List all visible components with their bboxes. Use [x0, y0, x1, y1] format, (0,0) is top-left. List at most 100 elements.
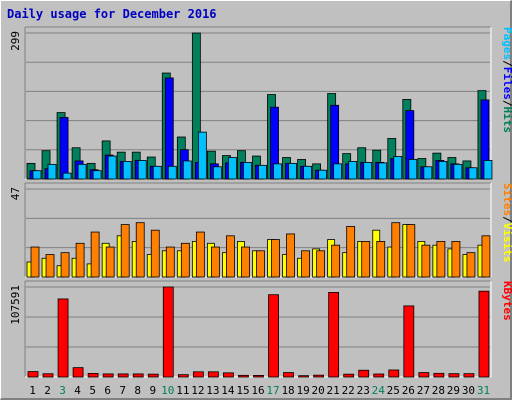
x-tick-label: 8: [134, 384, 141, 397]
legend-separator: /: [501, 60, 512, 67]
bar-kbytes: [147, 373, 159, 378]
bar-pages: [468, 167, 478, 180]
bar-pages: [77, 163, 87, 180]
bar-kbytes: [27, 371, 39, 378]
bar-sites: [120, 224, 130, 278]
legend: KBytes: [501, 281, 512, 321]
bar-kbytes: [313, 374, 325, 378]
x-tick-label: 19: [296, 384, 309, 397]
bar-sites: [451, 241, 461, 278]
bar-pages: [438, 161, 448, 180]
bar-pages: [288, 162, 297, 180]
x-tick-label: 31: [477, 384, 490, 397]
bar-kbytes: [448, 373, 460, 378]
legend-pages: Pages: [501, 27, 512, 60]
x-tick-label: 22: [342, 384, 355, 397]
bar-pages: [212, 166, 222, 180]
x-tick-label: 13: [206, 384, 219, 397]
legend: Sites/Visits: [501, 183, 512, 263]
bar-kbytes: [268, 294, 279, 378]
x-tick-label: 29: [447, 384, 460, 397]
legend-sites: Sites: [501, 183, 512, 216]
bar-pages: [152, 165, 162, 180]
bar-sites: [135, 222, 145, 278]
x-tick-label: 3: [59, 384, 66, 397]
bar-kbytes: [87, 373, 99, 378]
x-tick-label: 24: [372, 384, 386, 397]
bar-kbytes: [433, 372, 445, 378]
x-tick-label: 27: [417, 384, 430, 397]
y-max-label: 299: [9, 31, 22, 51]
bar-pages: [333, 163, 343, 180]
x-tick-label: 17: [266, 384, 279, 397]
bar-pages: [137, 160, 147, 180]
x-tick-label: 1: [29, 384, 36, 397]
chart-title: Daily usage for December 2016: [7, 7, 217, 21]
bar-sites: [180, 242, 190, 278]
bar-kbytes: [177, 374, 189, 378]
bar-kbytes: [102, 373, 114, 378]
bar-files: [59, 117, 69, 180]
bar-pages: [32, 170, 42, 180]
bar-kbytes: [343, 373, 355, 378]
bar-kbytes: [418, 372, 430, 378]
bar-sites: [256, 250, 265, 278]
bar-sites: [361, 241, 371, 278]
bar-kbytes: [42, 373, 54, 378]
bar-sites: [406, 224, 416, 278]
bar-sites: [376, 241, 386, 278]
x-tick-label: 5: [89, 384, 96, 397]
x-tick-label: 18: [281, 384, 294, 397]
bar-kbytes: [162, 286, 174, 378]
legend: Pages/Files/Hits: [501, 27, 512, 133]
bar-kbytes: [283, 372, 294, 378]
bar-pages: [197, 131, 207, 180]
x-tick-label: 16: [251, 384, 264, 397]
x-tick-label: 11: [176, 384, 189, 397]
bar-pages: [258, 164, 267, 180]
y-max-label: 47: [9, 187, 22, 200]
bar-sites: [421, 244, 431, 278]
x-tick-label: 23: [357, 384, 370, 397]
bar-sites: [346, 226, 356, 278]
bar-pages: [107, 155, 117, 180]
bar-pages: [348, 161, 358, 180]
x-tick-label: 30: [462, 384, 475, 397]
bar-sites: [90, 231, 100, 278]
bar-kbytes: [57, 298, 69, 378]
bar-pages: [273, 163, 282, 180]
bar-kbytes: [373, 373, 385, 378]
x-tick-label: 10: [161, 384, 174, 397]
bar-kbytes: [72, 367, 84, 378]
bar-pages: [378, 162, 388, 180]
y-max-label: 107591: [9, 285, 22, 325]
bar-sites: [241, 246, 250, 278]
bar-sites: [60, 252, 70, 278]
bar-pages: [393, 156, 403, 180]
x-tick-label: 2: [44, 384, 51, 397]
bar-sites: [286, 233, 295, 278]
bar-pages: [92, 170, 102, 180]
bar-kbytes: [298, 375, 309, 378]
bar-kbytes: [388, 369, 400, 378]
x-tick-label: 6: [104, 384, 111, 397]
x-tick-label: 25: [387, 384, 400, 397]
bar-kbytes: [328, 292, 340, 378]
x-tick-label: 15: [236, 384, 249, 397]
bar-sites: [226, 235, 235, 278]
bar-pages: [453, 163, 463, 180]
x-tick-label: 9: [149, 384, 156, 397]
legend-separator: /: [501, 100, 512, 107]
x-tick-label: 4: [74, 384, 81, 397]
bar-sites: [45, 254, 55, 278]
bar-pages: [303, 165, 312, 180]
legend-kbytes: KBytes: [501, 281, 512, 321]
bar-sites: [30, 246, 40, 278]
bar-pages: [318, 169, 328, 180]
bar-pages: [47, 163, 57, 180]
x-tick-label: 21: [327, 384, 340, 397]
x-tick-label: 26: [402, 384, 415, 397]
bar-pages: [423, 166, 433, 180]
